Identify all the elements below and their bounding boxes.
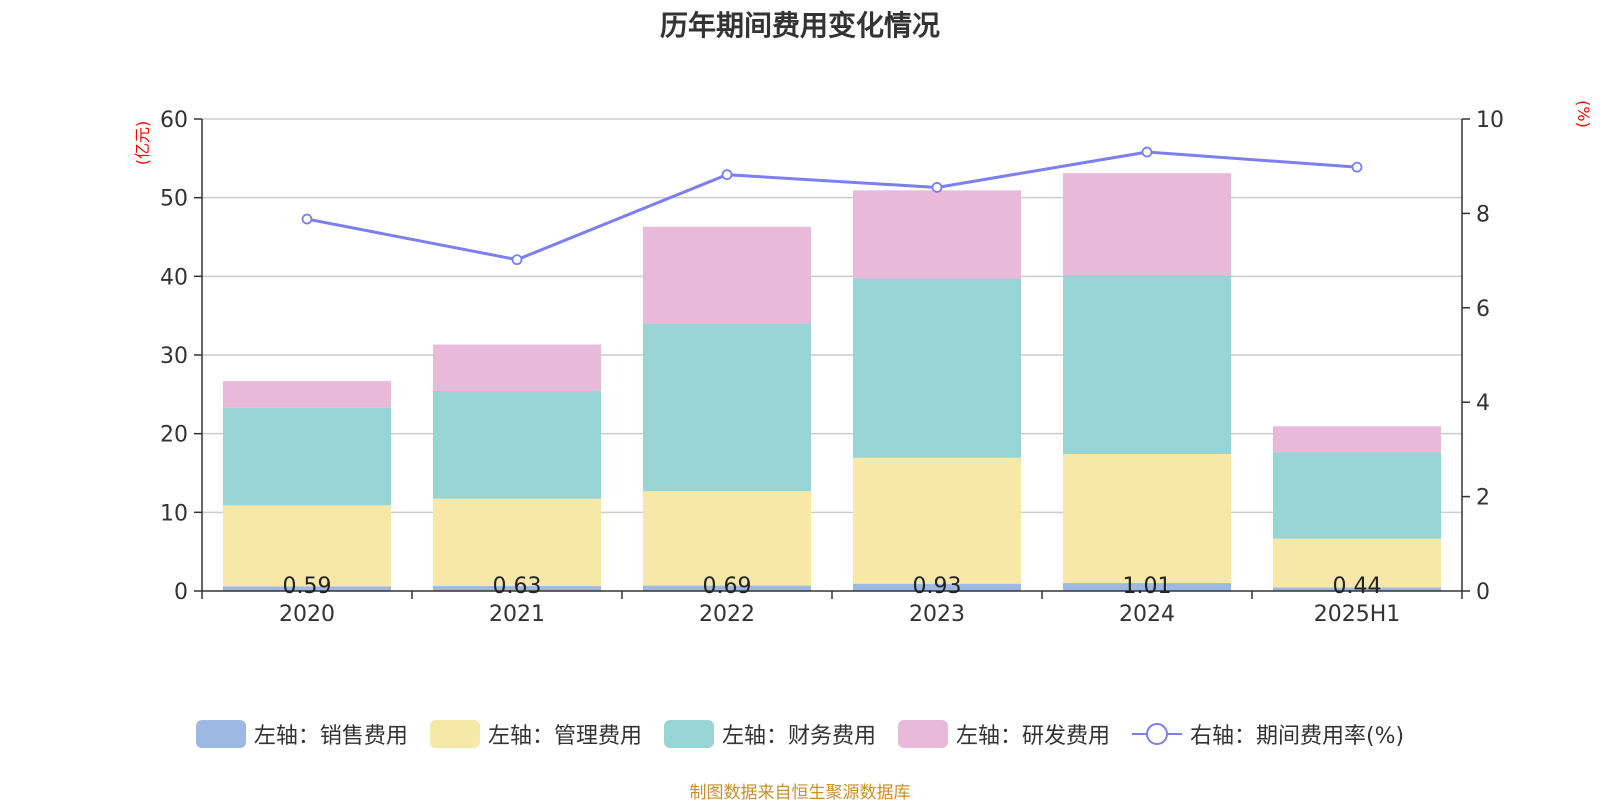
rate-point — [721, 169, 733, 181]
bar-segment — [1273, 538, 1441, 588]
legend-swatch — [429, 720, 480, 748]
data-label: 0.44 — [1333, 574, 1382, 599]
bar-segment — [433, 586, 601, 591]
bar-segment — [433, 390, 601, 499]
bar-segment — [223, 381, 391, 408]
rate-point — [1141, 146, 1153, 158]
bar-segment — [853, 583, 1021, 591]
bar-segment — [1273, 587, 1441, 591]
legend-label: 左轴：销售费用 — [253, 724, 408, 749]
rate-point — [511, 254, 523, 266]
rate-point — [1351, 161, 1363, 173]
legend-swatch — [897, 720, 948, 748]
legend-label: 左轴：研发费用 — [955, 724, 1110, 749]
x-axis-tick-label: 2023 — [909, 602, 965, 627]
legend-line-swatch — [1131, 723, 1182, 745]
bar-segment — [1273, 452, 1441, 539]
bar-segment — [643, 226, 811, 324]
right-axis-tick-label: 4 — [1476, 391, 1490, 416]
label-layer: 0.59 0.63 0.69 0.93 1.01 0.44 — [283, 574, 1382, 599]
data-label: 1.01 — [1123, 574, 1172, 599]
legend-item[interactable]: 左轴：管理费用 — [429, 718, 642, 750]
legend: 左轴：销售费用 左轴：管理费用 左轴：财务费用 左轴：研发费用 右轴：期间费用率(%) — [0, 718, 1600, 750]
left-axis-tick-label: 0 — [174, 580, 188, 605]
legend-label: 左轴：财务费用 — [721, 724, 876, 749]
bar-segment — [643, 491, 811, 586]
bar-segment — [853, 278, 1021, 458]
bar-segment — [643, 323, 811, 492]
right-axis-tick-label: 2 — [1476, 486, 1490, 511]
axis-layer: 0 10 20 30 40 50 60 0 2 4 6 8 10 2020 2021 2022 2023 2024… — [133, 100, 1593, 627]
chart-plot: 0 10 20 30 40 50 60 0 2 4 6 8 10 2020 2021 2022 2023 2024… — [133, 100, 1593, 627]
chart-title: 历年期间费用变化情况 — [659, 9, 940, 42]
bar-segment — [433, 498, 601, 587]
data-label: 0.63 — [493, 574, 542, 599]
rate-point — [301, 213, 313, 225]
legend-item[interactable]: 右轴：期间费用率(%) — [1131, 718, 1405, 750]
right-axis-tick-label: 8 — [1476, 202, 1490, 227]
left-axis-tick-label: 40 — [160, 265, 188, 290]
right-axis-tick-label: 0 — [1476, 580, 1490, 605]
bar-layer — [223, 173, 1441, 591]
bar-segment — [1063, 583, 1231, 591]
legend-label: 左轴：管理费用 — [487, 724, 642, 749]
legend-label: 右轴：期间费用率(%) — [1189, 724, 1405, 749]
right-axis-unit: (%) — [1574, 100, 1593, 128]
legend-swatch — [663, 720, 714, 748]
right-axis-tick-label: 6 — [1476, 297, 1490, 322]
bar-segment — [1063, 275, 1231, 455]
x-axis-tick-label: 2024 — [1119, 602, 1175, 627]
data-label: 0.59 — [283, 574, 332, 599]
line-layer — [301, 146, 1363, 266]
left-axis-tick-label: 10 — [160, 501, 188, 526]
x-axis-tick-label: 2021 — [489, 602, 545, 627]
bar-segment — [643, 585, 811, 591]
rate-point — [931, 182, 943, 193]
bar-segment — [223, 505, 391, 587]
data-label: 0.69 — [703, 574, 752, 599]
bar-segment — [223, 407, 391, 506]
x-axis-tick-label: 2020 — [279, 602, 335, 627]
left-axis-tick-label: 30 — [160, 344, 188, 369]
bar-segment — [433, 344, 601, 391]
data-label: 0.93 — [913, 574, 962, 599]
x-axis-tick-label: 2022 — [699, 602, 755, 627]
left-axis-tick-label: 60 — [160, 108, 188, 133]
bar-segment — [1273, 426, 1441, 453]
source-note: 制图数据来自恒生聚源数据库 — [689, 783, 911, 803]
legend-swatch — [195, 720, 246, 748]
rate-line — [306, 150, 1358, 262]
x-axis-tick-label: 2025H1 — [1314, 602, 1401, 627]
bar-segment — [1063, 173, 1231, 276]
legend-item[interactable]: 左轴：研发费用 — [897, 718, 1110, 750]
right-axis-tick-label: 10 — [1476, 108, 1504, 133]
left-axis-unit: (亿元) — [133, 121, 152, 166]
bar-segment — [223, 586, 391, 591]
legend-item[interactable]: 左轴：财务费用 — [663, 718, 876, 750]
bar-segment — [853, 190, 1021, 279]
legend-item[interactable]: 左轴：销售费用 — [195, 718, 408, 750]
bar-segment — [1063, 454, 1231, 584]
left-axis-tick-label: 20 — [160, 423, 188, 448]
bar-segment — [853, 457, 1021, 584]
grid-layer — [202, 118, 1462, 514]
left-axis-tick-label: 50 — [160, 187, 188, 212]
